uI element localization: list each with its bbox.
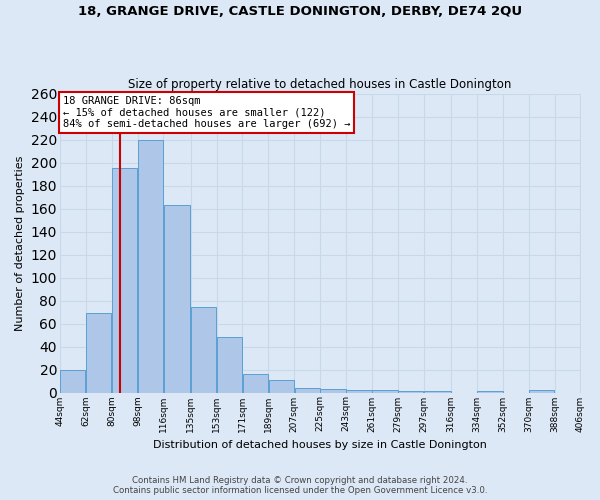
Bar (112, 168, 137, 392)
Bar (138, 140, 163, 392)
Y-axis label: Number of detached properties: Number of detached properties (15, 156, 25, 330)
Bar (191, 308, 217, 392)
Title: Size of property relative to detached houses in Castle Donington: Size of property relative to detached ho… (128, 78, 512, 91)
Bar (320, 389, 346, 392)
Bar (529, 390, 554, 392)
X-axis label: Distribution of detached houses by size in Castle Donington: Distribution of detached houses by size … (153, 440, 487, 450)
Bar (346, 390, 371, 392)
Bar (86, 313, 112, 392)
Bar (217, 338, 242, 392)
Bar (164, 205, 190, 392)
Text: Contains HM Land Registry data © Crown copyright and database right 2024.
Contai: Contains HM Land Registry data © Crown c… (113, 476, 487, 495)
Bar (372, 390, 398, 392)
Text: 18 GRANGE DRIVE: 86sqm
← 15% of detached houses are smaller (122)
84% of semi-de: 18 GRANGE DRIVE: 86sqm ← 15% of detached… (63, 96, 350, 129)
Bar (243, 374, 268, 392)
Text: 18, GRANGE DRIVE, CASTLE DONINGTON, DERBY, DE74 2QU: 18, GRANGE DRIVE, CASTLE DONINGTON, DERB… (78, 5, 522, 18)
Bar (60, 370, 85, 392)
Bar (269, 380, 294, 392)
Bar (295, 388, 320, 392)
